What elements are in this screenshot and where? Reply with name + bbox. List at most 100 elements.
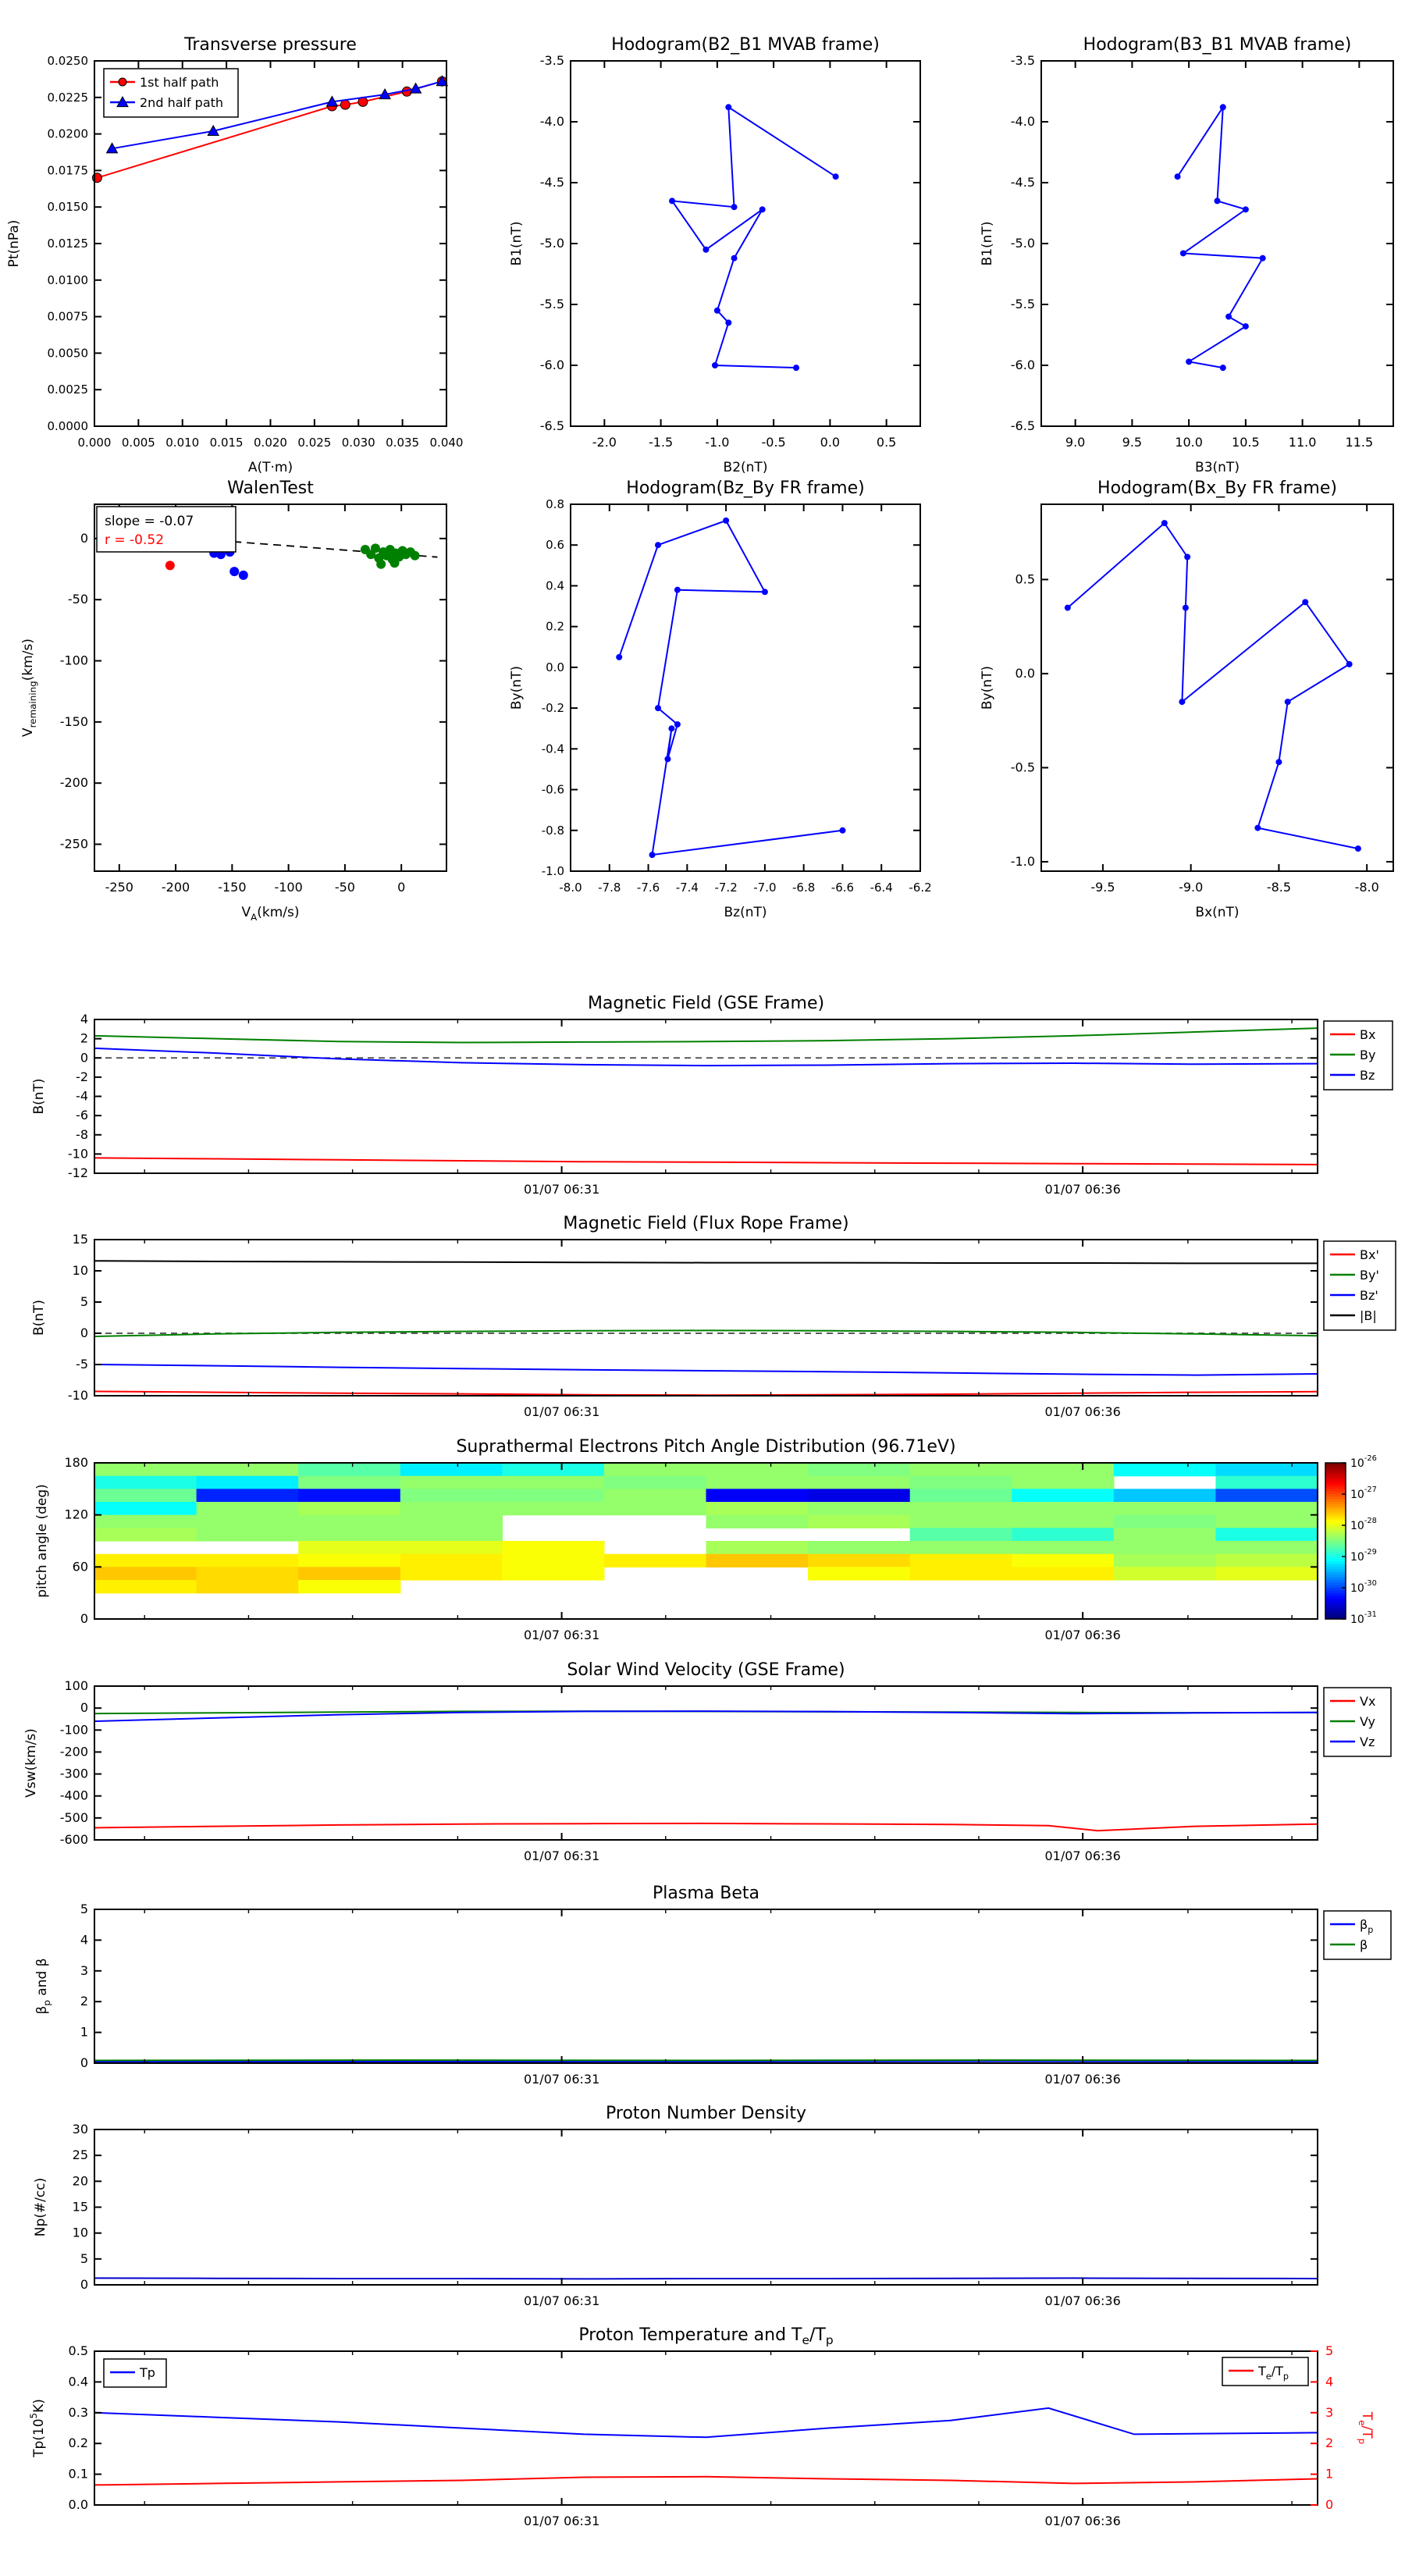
y-axis-label: Pt(nPa) xyxy=(6,220,22,268)
y-tick-label: 0.6 xyxy=(546,538,564,552)
legend-label: Vx xyxy=(1360,1694,1375,1709)
series-Bx xyxy=(94,1157,1318,1165)
right-tick-label: 2 xyxy=(1325,2435,1333,2450)
x-tick-label: -6.4 xyxy=(870,881,893,895)
panel-electron-pad: 01/07 06:31 01/07 06:36 0 60 120 180 Suprather… xyxy=(34,1437,1377,1642)
y-tick-label: 0.4 xyxy=(69,2374,88,2389)
axis-ticks: 01/07 06:31 01/07 06:36 0 1 2 3 4 5 xyxy=(80,1902,1318,2087)
y-tick-label: -4.5 xyxy=(540,175,564,190)
series-Vx xyxy=(94,1822,1318,1832)
y-tick-label: -5.0 xyxy=(1011,236,1035,251)
y-tick-label: -50 xyxy=(68,592,88,607)
x-tick-label: 01/07 06:31 xyxy=(524,1628,599,1642)
legend-right: Te/Tp xyxy=(1222,2357,1309,2386)
y-tick-label: -5.5 xyxy=(1011,297,1035,311)
y-tick-label: 5 xyxy=(80,2251,88,2266)
x-tick-label: -200 xyxy=(162,880,190,895)
panel-transverse-pressure: 0.000 0.005 0.010 0.015 0.020 0.025 0.030 0.035… xyxy=(6,35,463,475)
y-tick-label: 10 xyxy=(73,1263,88,1278)
y-tick-label: 10 xyxy=(73,2226,88,2240)
x-tick-label: -1.0 xyxy=(705,435,729,450)
y-tick-label: -4.0 xyxy=(540,114,564,129)
panel-title: Magnetic Field (GSE Frame) xyxy=(588,994,824,1013)
y-tick-label: 2 xyxy=(80,1031,88,1046)
y-tick-label: 100 xyxy=(64,1678,88,1693)
y-tick-label: 0 xyxy=(80,1700,88,1715)
legend-label: By' xyxy=(1360,1268,1379,1283)
series-2nd half path xyxy=(112,80,443,150)
x-tick-label: -9.5 xyxy=(1090,880,1115,895)
x-tick-label: 0.0 xyxy=(820,435,840,450)
y-tick-label: -4.0 xyxy=(1011,114,1035,129)
y-tick-label: -150 xyxy=(60,714,88,729)
legend-label: Bx xyxy=(1360,1027,1375,1042)
panel-title: WalenTest xyxy=(227,479,314,498)
panel-title: Proton Number Density xyxy=(606,2104,806,2123)
x-tick-label: -8.0 xyxy=(1355,880,1379,895)
colorbar-tick-label: 10-29 xyxy=(1350,1548,1377,1564)
series-Np xyxy=(94,2277,1318,2280)
x-tick-label: 0.015 xyxy=(210,436,244,450)
colorbar-tick-label: 10-31 xyxy=(1350,1610,1377,1626)
x-tick-label: -6.2 xyxy=(909,881,931,895)
y-tick-label: 0 xyxy=(80,2055,88,2070)
axis-ticks: 0.000 0.005 0.010 0.015 0.020 0.025 0.030 0.035… xyxy=(48,54,464,450)
y-tick-label: -5.0 xyxy=(540,236,564,251)
y-tick-label: 4 xyxy=(80,1012,88,1026)
x-tick-label: 0.030 xyxy=(342,436,375,450)
y-tick-label: 0.0175 xyxy=(48,163,89,177)
y-tick-label: 25 xyxy=(73,2147,88,2162)
panel-title: Hodogram(B3_B1 MVAB frame) xyxy=(1083,35,1352,55)
panel-title: Magnetic Field (Flux Rope Frame) xyxy=(563,1214,848,1233)
y-tick-label: 0.8 xyxy=(546,497,564,511)
x-tick-label: 01/07 06:36 xyxy=(1044,1182,1120,1197)
x-tick-label: 0.040 xyxy=(430,436,464,450)
y-tick-label: 0 xyxy=(80,2277,88,2292)
x-tick-label: -150 xyxy=(218,880,246,895)
x-axis-label: Bx(nT) xyxy=(1195,905,1239,920)
y-tick-label: 0.0 xyxy=(546,660,564,674)
y-tick-label: -6.0 xyxy=(540,358,564,372)
x-tick-label: -8.5 xyxy=(1267,880,1291,895)
y-tick-label: -1.0 xyxy=(542,864,564,878)
y-tick-label: -100 xyxy=(60,1722,88,1737)
panel-plasma-beta: 01/07 06:31 01/07 06:36 0 1 2 3 4 5 Plasma Beta β… xyxy=(34,1884,1392,2087)
x-tick-label: 0.020 xyxy=(254,436,287,450)
panel-hodogram-bz-by: -8.0 -7.8 -7.6 -7.4 -7.2 -7.0 -6.8 -6.6 -6.4 -6.2… xyxy=(509,479,932,920)
x-tick-label: -1.5 xyxy=(649,435,673,450)
legend-label: Bx' xyxy=(1360,1247,1379,1262)
panel-walen-test: -250 -200 -150 -100 -50 0 -250 -200 -150 -100 -50 0… xyxy=(20,479,447,923)
axis-ticks: 01/07 06:31 01/07 06:36 -10 -5 0 5 10 15 xyxy=(68,1232,1318,1419)
colorbar-tick-label: 10-28 xyxy=(1350,1517,1377,1532)
series-Tp xyxy=(94,2407,1318,2439)
y-tick-label: -300 xyxy=(60,1767,88,1781)
y-tick-label: -6.5 xyxy=(540,418,564,433)
x-axis-label: Bz(nT) xyxy=(724,905,767,920)
y-axis-label: pitch angle (deg) xyxy=(34,1484,50,1598)
y-tick-label: 0 xyxy=(80,1050,88,1065)
legend: βp β xyxy=(1323,1910,1392,1960)
x-tick-label: 0.5 xyxy=(877,435,896,450)
y-tick-label: 4 xyxy=(80,1932,88,1947)
panel-title: Solar Wind Velocity (GSE Frame) xyxy=(567,1660,845,1680)
x-tick-label: -8.0 xyxy=(559,881,582,895)
y-tick-label: 0.0250 xyxy=(48,54,89,68)
legend-label: Vy xyxy=(1360,1714,1375,1729)
annotation-text: r = -0.52 xyxy=(105,532,164,548)
y-tick-label: -6 xyxy=(76,1108,88,1123)
x-tick-label: -100 xyxy=(274,880,302,895)
x-axis-label: VA(km/s) xyxy=(241,905,299,923)
axis-ticks: 9.0 9.5 10.0 10.5 11.0 11.5 -6.5 -6.0 -5.5 -5.0 -4… xyxy=(1011,53,1393,450)
y-tick-label: -3.5 xyxy=(540,53,564,68)
y-tick-label: -5.5 xyxy=(540,297,564,311)
y-tick-label: 0.2 xyxy=(69,2435,88,2450)
axis-ticks: 01/07 06:31 01/07 06:36 0 60 120 180 xyxy=(64,1455,1318,1642)
legend: Tp xyxy=(103,2358,167,2388)
y-tick-label: 0.4 xyxy=(546,578,564,592)
x-tick-label: 01/07 06:36 xyxy=(1044,2293,1120,2308)
y-tick-label: 0.0100 xyxy=(48,273,89,287)
legend-label: βp xyxy=(1360,1917,1373,1935)
y-tick-label: 3 xyxy=(80,1963,88,1978)
y-axis-label: Vsw(km/s) xyxy=(23,1728,39,1798)
